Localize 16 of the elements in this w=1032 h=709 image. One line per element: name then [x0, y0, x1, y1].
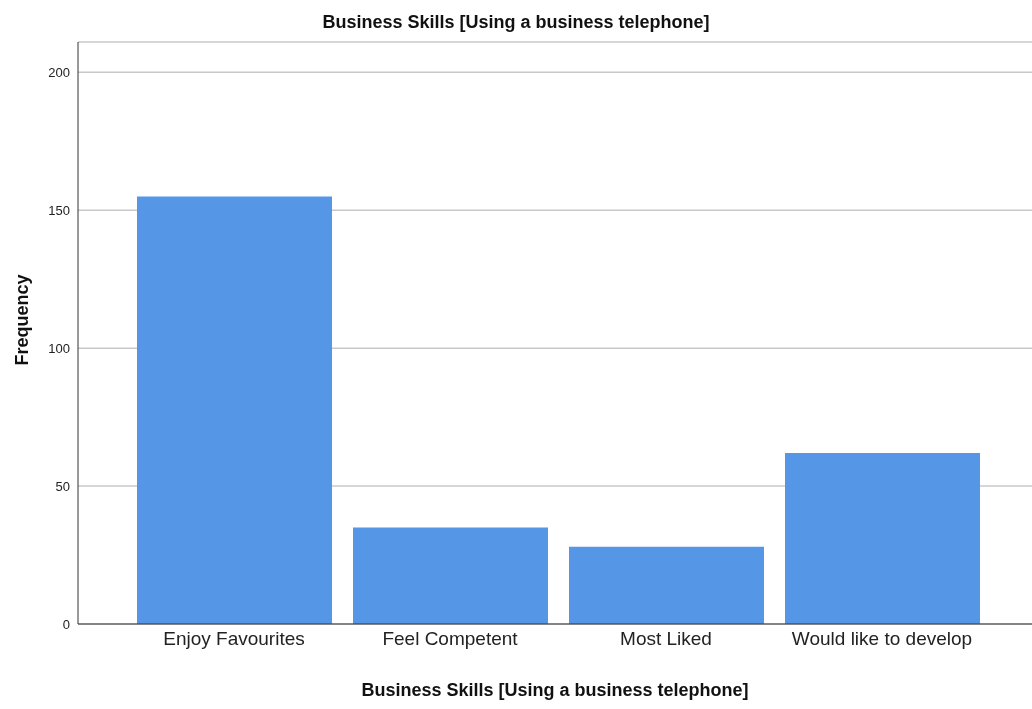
bar [569, 546, 764, 624]
y-tick-label: 0 [62, 616, 70, 632]
x-tick-label: Most Liked [620, 628, 712, 650]
y-tick-label: 150 [48, 202, 70, 218]
x-axis-title: Business Skills [Using a business telephone] [360, 680, 750, 701]
y-tick-label: 50 [55, 478, 70, 494]
x-tick-label: Feel Competent [382, 628, 519, 650]
bar [137, 196, 332, 624]
y-tick-label: 200 [48, 64, 70, 80]
bar [785, 452, 980, 624]
y-axis-title: Frequency [11, 274, 33, 366]
bar [353, 527, 548, 624]
x-tick-label: Enjoy Favourites [163, 628, 305, 650]
y-tick-label: 100 [48, 340, 70, 356]
x-tick-label: Would like to develop [791, 628, 973, 650]
chart-title: Business Skills [Using a business telephone] [321, 12, 711, 33]
